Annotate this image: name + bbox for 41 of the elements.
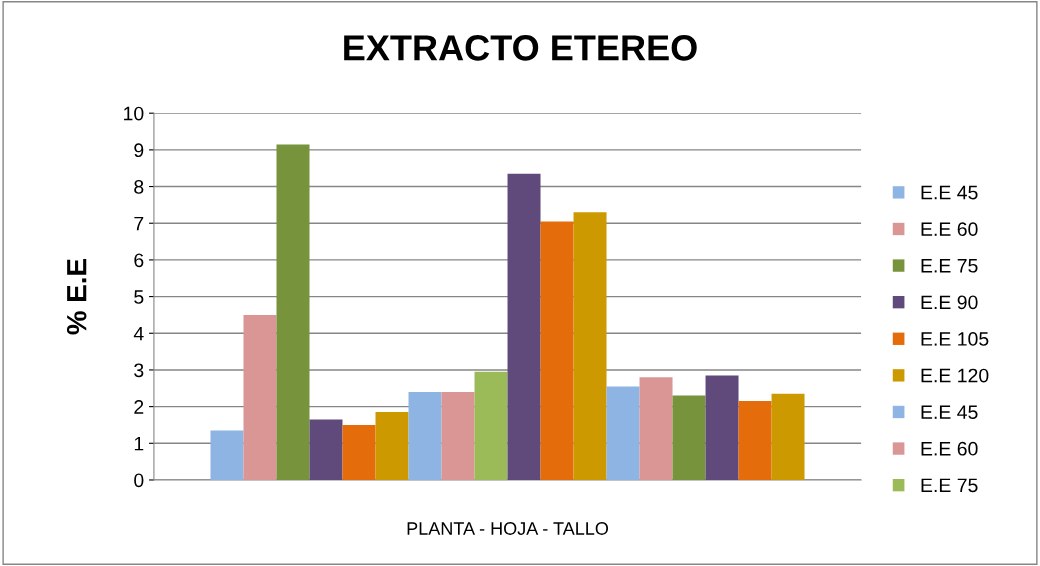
y-tick-label: 0 (134, 473, 144, 488)
x-tick-label: PLANTA - HOJA - TALLO (407, 522, 609, 535)
legend-label: E.E 75 (921, 259, 978, 273)
legend-label: E.E 60 (921, 222, 978, 237)
y-tick-label: 10 (124, 106, 144, 121)
bar (540, 221, 574, 480)
bar (210, 430, 244, 480)
bar (771, 393, 805, 480)
bar (342, 424, 376, 480)
bar (441, 391, 475, 480)
legend-label: E.E 60 (921, 441, 978, 456)
y-tick-label: 4 (133, 326, 144, 341)
legend-label: E.E 105 (921, 332, 989, 346)
y-tick-label: 8 (134, 180, 144, 194)
bar (408, 391, 442, 480)
bar (309, 419, 343, 480)
legend-label: E.E 90 (921, 295, 978, 310)
bar (474, 371, 508, 480)
legend-label: E.E 120 (921, 368, 989, 383)
bar (606, 386, 640, 480)
legend-label: E.E 75 (921, 478, 978, 493)
y-tick-label: 2 (134, 400, 144, 414)
bar (672, 395, 706, 480)
chart-title: EXTRACTO ETEREO (344, 35, 697, 61)
legend-label: E.E 45 (921, 185, 978, 200)
y-tick-label: 3 (134, 363, 144, 378)
bar (573, 212, 607, 480)
legend-label: E.E 45 (921, 405, 978, 420)
y-tick-label: 1 (134, 436, 144, 451)
bar (639, 377, 673, 480)
y-tick-label: 5 (134, 290, 144, 304)
bar (243, 314, 277, 480)
bar (507, 173, 541, 480)
y-tick-label: 9 (134, 143, 144, 158)
y-tick-label: 7 (134, 216, 144, 231)
bar (738, 401, 772, 480)
bar (276, 144, 310, 480)
bar (705, 375, 739, 480)
y-axis-title: % E.E (66, 259, 87, 335)
bar (375, 412, 409, 480)
y-tick-label: 6 (134, 253, 144, 268)
